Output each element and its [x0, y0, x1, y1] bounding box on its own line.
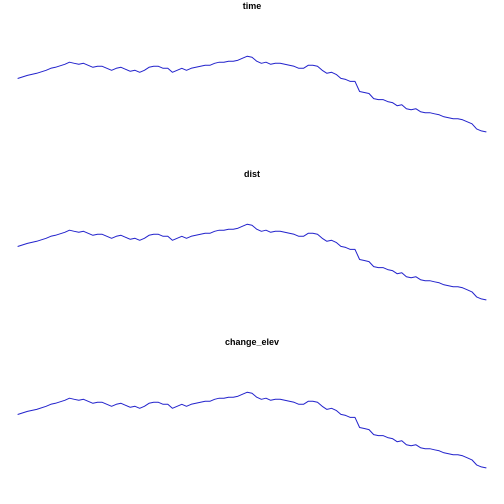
panel-time: time: [17, 1, 487, 133]
panel-title: time: [243, 1, 262, 11]
series-line-change-elev: [17, 391, 487, 469]
panel-change-elev: change_elev: [17, 337, 487, 469]
series-line-dist: [17, 223, 487, 301]
panel-title: dist: [244, 169, 260, 179]
panel-dist: dist: [17, 169, 487, 301]
panel-title: change_elev: [225, 337, 279, 347]
series-line-time: [17, 55, 487, 133]
